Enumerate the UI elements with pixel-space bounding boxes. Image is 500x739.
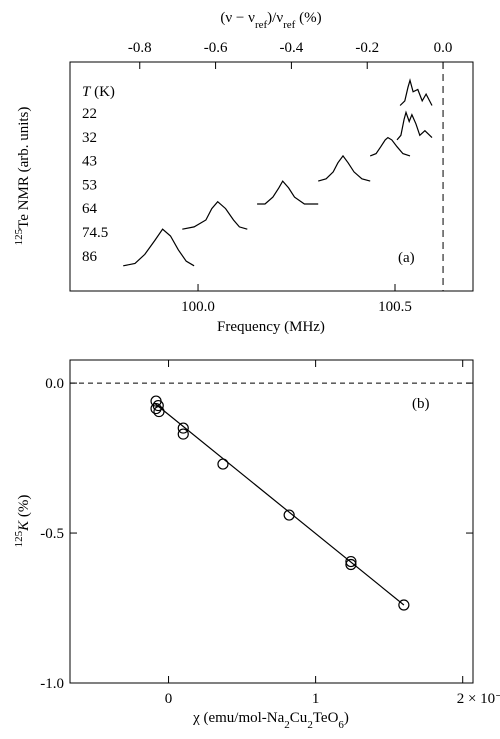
data-point: [153, 405, 165, 418]
x2-tick-label: -0.2: [355, 40, 379, 56]
data-point: [345, 555, 357, 568]
x-axis-label: χ (emu/mol-Na2Cu2TeO6): [192, 710, 349, 731]
y-tick-label: 0.0: [45, 376, 64, 392]
legend-label: 53: [82, 177, 97, 193]
legend-label: 74.5: [82, 225, 108, 241]
spectrum: [123, 228, 195, 267]
legend-label: 86: [82, 249, 98, 265]
data-point: [283, 509, 295, 521]
data-point: [177, 428, 189, 440]
legend-label: 22: [82, 106, 97, 122]
data-point: [152, 399, 164, 412]
data-point: [345, 558, 357, 571]
x-axis-label: Frequency (MHz): [217, 319, 325, 335]
data-point: [217, 458, 229, 470]
y-axis-label: 125K (%): [13, 495, 32, 548]
spectrum: [369, 136, 411, 157]
x-tick-label: 0: [165, 691, 173, 707]
top-axis-label: (ν − νref)/νref (%): [220, 10, 321, 31]
spectrum: [257, 180, 319, 205]
x-tick-label: 100.0: [181, 299, 215, 315]
y-tick-label: -1.0: [40, 676, 64, 692]
plot-frame-b: [69, 359, 474, 684]
y-axis-label: 125Te NMR (arb. units): [13, 107, 32, 246]
x-tick-label: 1: [312, 691, 320, 707]
x2-tick-label: -0.4: [280, 40, 304, 56]
data-point: [398, 599, 410, 611]
spectrum: [182, 200, 248, 230]
x2-tick-label: -0.8: [128, 40, 152, 56]
plot-frame-a: [69, 61, 474, 292]
legend-title: T (K): [82, 84, 115, 100]
x2-tick-label: -0.6: [204, 40, 228, 56]
spectrum: [396, 110, 433, 141]
legend-label: 43: [82, 154, 97, 170]
panel-label: (b): [412, 396, 430, 412]
spectrum: [318, 154, 371, 182]
fit-line: [153, 402, 405, 606]
spectrum: [399, 78, 433, 106]
data-point: [177, 422, 189, 434]
y-tick-label: -0.5: [40, 526, 64, 542]
x-tick-label: 100.5: [378, 299, 412, 315]
legend-label: 32: [82, 130, 97, 146]
x2-tick-label: 0.0: [434, 40, 453, 56]
legend-label: 64: [82, 201, 98, 217]
panel-label: (a): [398, 250, 415, 266]
x-tick-label: 2 × 10⁻³: [457, 691, 500, 707]
data-point: [150, 402, 162, 415]
